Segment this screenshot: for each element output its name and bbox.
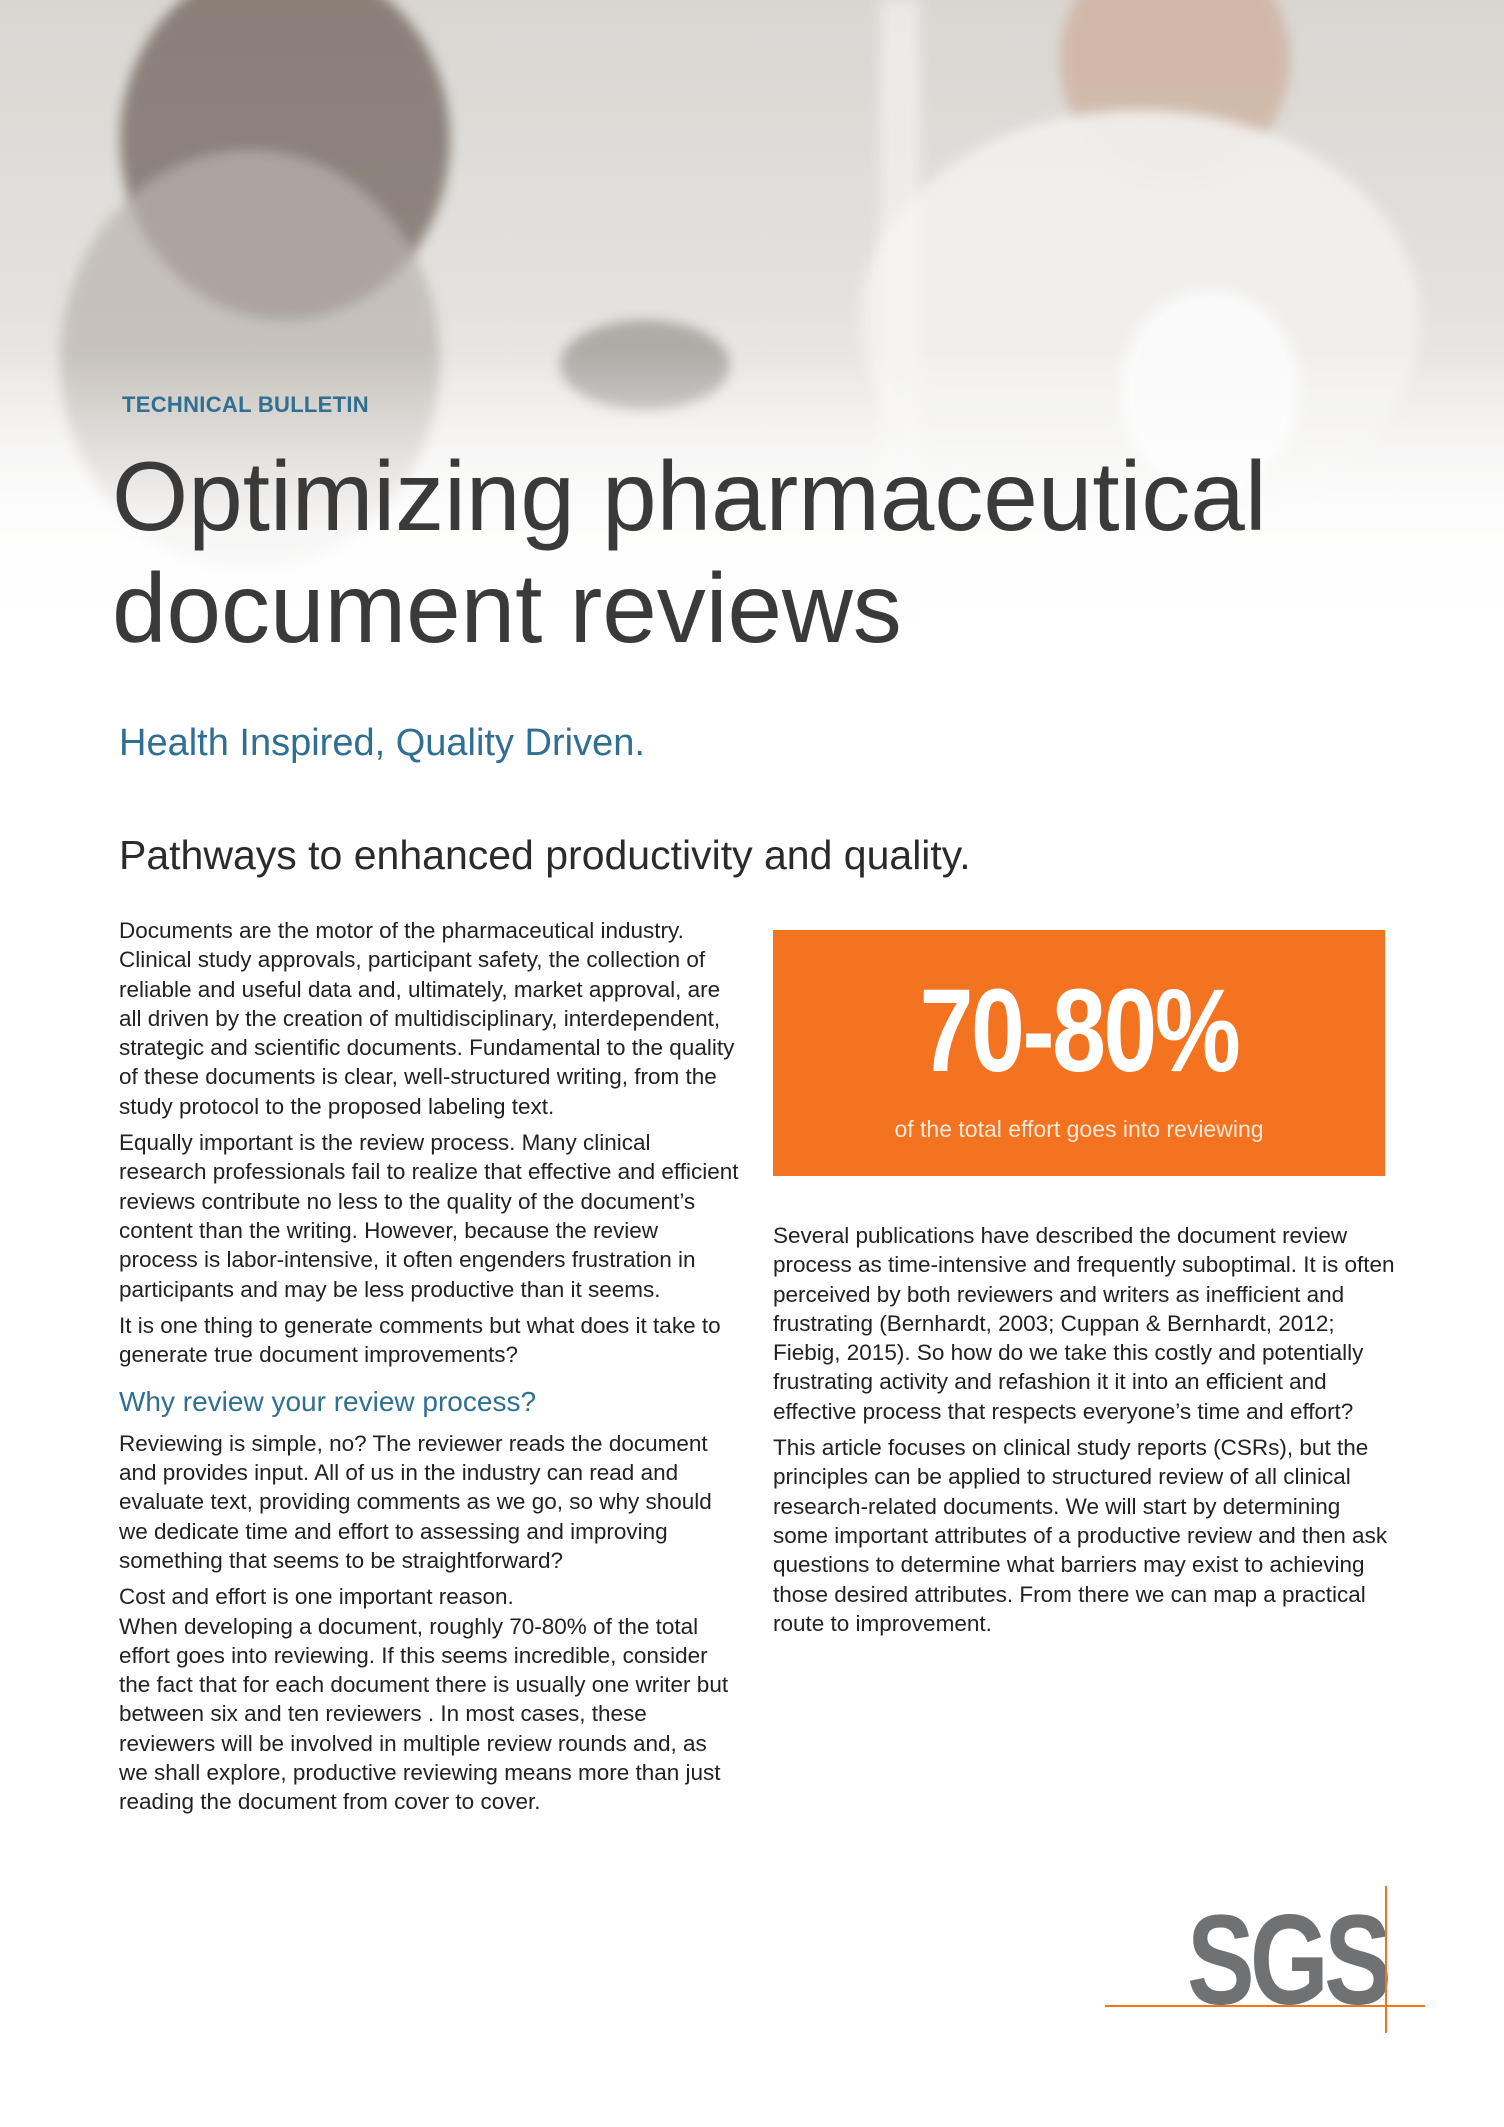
paragraph: Documents are the motor of the pharmaceu… <box>119 918 735 1119</box>
tagline: Health Inspired, Quality Driven. <box>119 722 645 764</box>
title-line-2: document reviews <box>112 553 902 663</box>
section-heading: Why review your review process? <box>119 1386 537 1418</box>
sgs-logo: SGS <box>1105 1886 1425 2033</box>
stat-callout: 70-80% of the total effort goes into rev… <box>773 930 1385 1176</box>
hero-photo <box>0 0 1504 680</box>
paragraph: It is one thing to generate comments but… <box>119 1312 721 1368</box>
page-title: Optimizing pharmaceutical document revie… <box>112 440 1267 664</box>
paragraph: This article focuses on clinical study r… <box>773 1435 1388 1636</box>
title-line-1: Optimizing pharmaceutical <box>112 441 1267 551</box>
paragraph: Cost and effort is one important reason. <box>119 1584 514 1610</box>
left-column: Documents are the motor of the pharmaceu… <box>119 916 739 1824</box>
right-column: Several publications have described the … <box>773 1221 1398 1645</box>
svg-text:SGS: SGS <box>1187 1889 1388 2032</box>
subtitle: Pathways to enhanced productivity and qu… <box>119 832 971 878</box>
paragraph: Several publications have described the … <box>773 1223 1395 1424</box>
stat-caption: of the total effort goes into reviewing <box>894 1116 1264 1142</box>
stat-value: 70-80% <box>919 965 1241 1097</box>
paragraph: Equally important is the review process.… <box>119 1130 739 1302</box>
paragraph: When developing a document, roughly 70-8… <box>119 1613 729 1815</box>
kicker: TECHNICAL BULLETIN <box>122 392 369 417</box>
paragraph: Reviewing is simple, no? The reviewer re… <box>119 1430 712 1573</box>
